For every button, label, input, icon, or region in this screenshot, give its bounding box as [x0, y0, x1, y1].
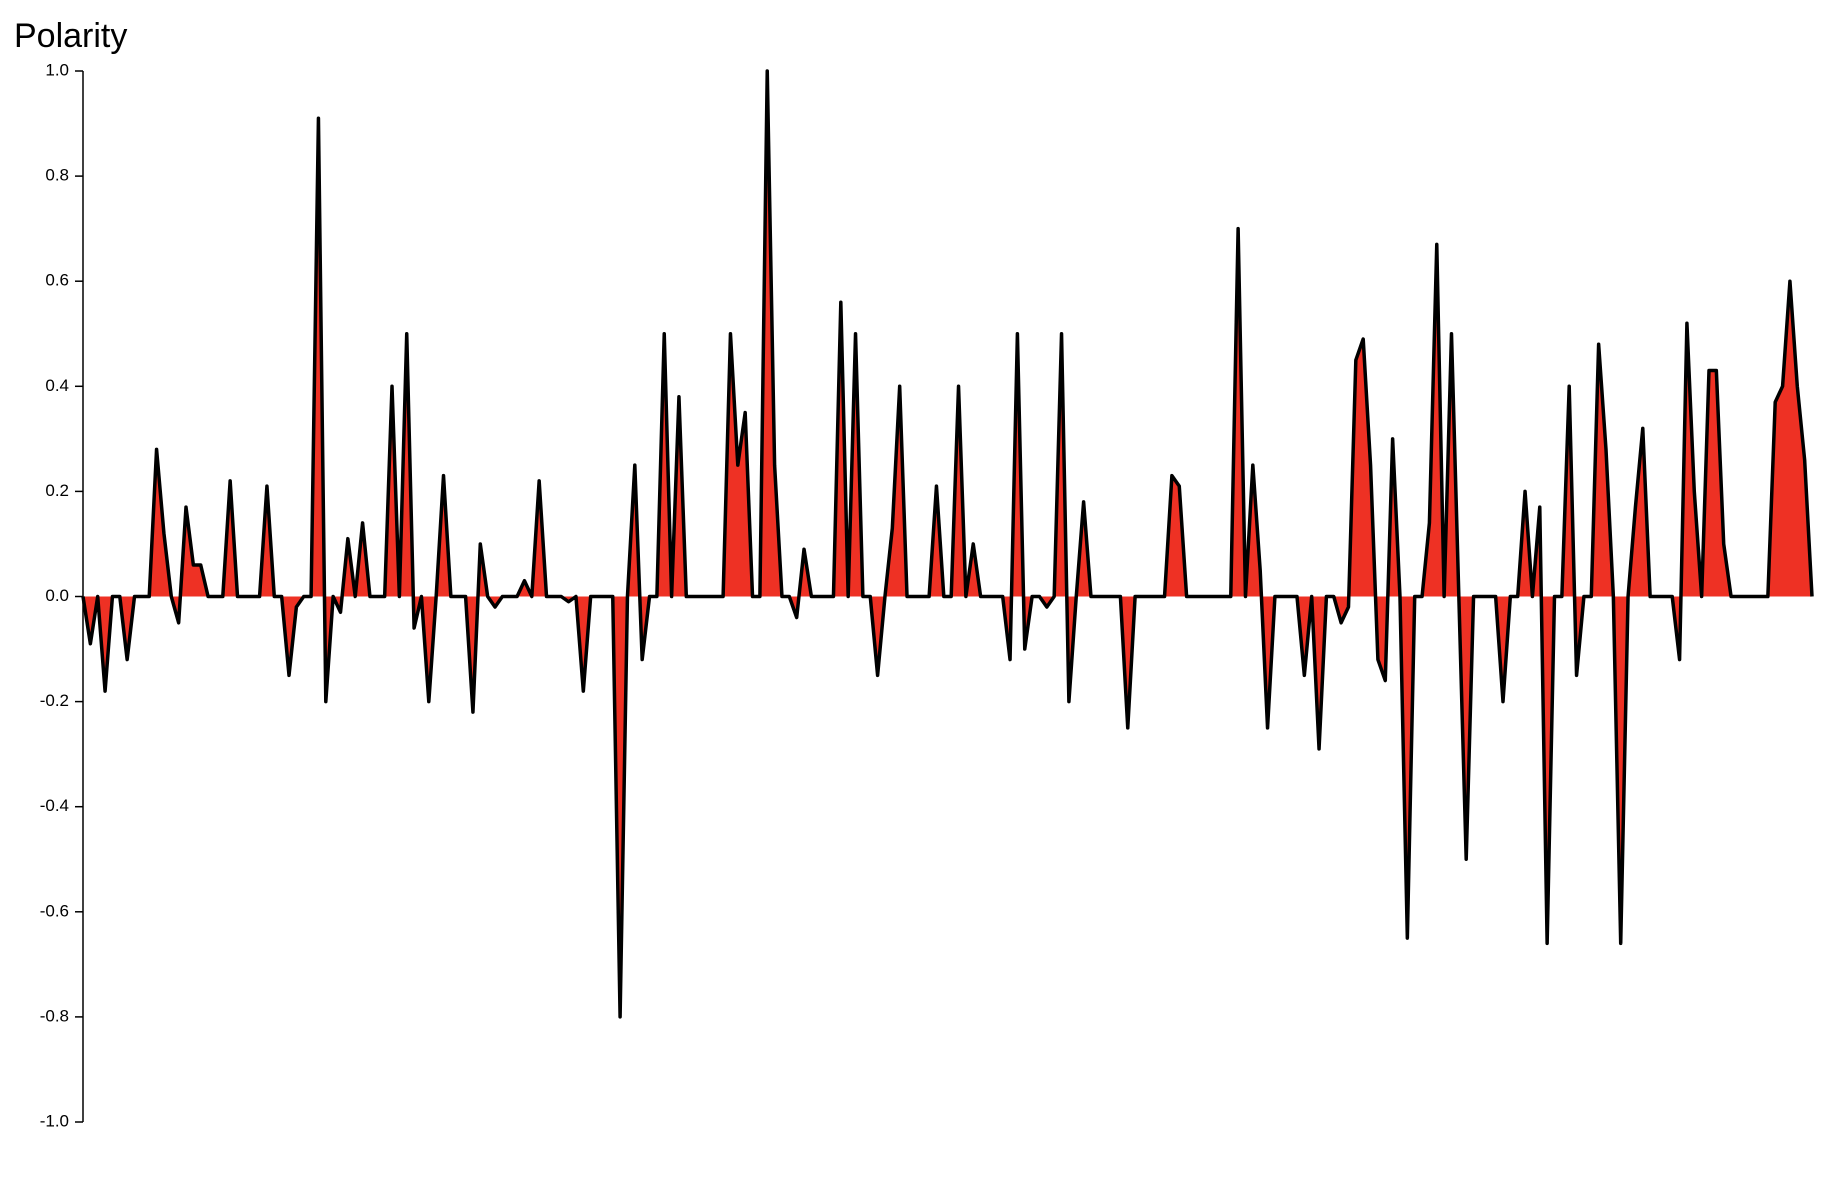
y-tick-label: -0.6: [40, 901, 69, 920]
y-tick-label: 0.2: [45, 481, 69, 500]
chart-title: Polarity: [14, 17, 127, 55]
y-tick-label: -1.0: [40, 1111, 69, 1130]
area: [83, 71, 1812, 1017]
y-tick-label: -0.2: [40, 691, 69, 710]
line: [81, 69, 1814, 1019]
y-tick-label: 0.4: [45, 376, 69, 395]
y-tick-label: 0.8: [45, 166, 69, 185]
y-tick-label: -0.4: [40, 796, 69, 815]
y-tick-label: -0.8: [40, 1006, 69, 1025]
y-tick-label: 0.0: [45, 586, 69, 605]
y-tick-label: 1.0: [45, 60, 69, 79]
y-tick-label: 0.6: [45, 271, 69, 290]
